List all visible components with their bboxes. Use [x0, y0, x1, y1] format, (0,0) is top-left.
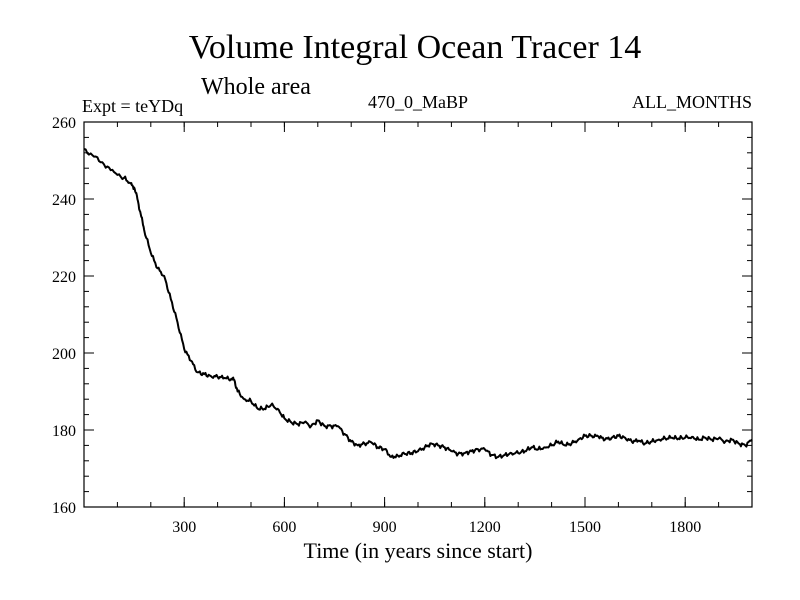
x-axis-title: Time (in years since start)	[304, 538, 533, 563]
axis-ticks	[84, 121, 752, 508]
x-tick-label: 600	[272, 519, 296, 536]
x-tick-label: 1500	[569, 519, 601, 536]
plot-frame	[83, 121, 753, 508]
x-tick-label: 1800	[669, 519, 701, 536]
chart-title: Volume Integral Ocean Tracer 14	[189, 29, 642, 66]
y-tick-label: 160	[52, 500, 76, 517]
y-tick-label: 180	[52, 423, 76, 440]
y-tick-label: 200	[52, 346, 76, 363]
tick-labels: 300 600 900 1200 1500 1800 160 180 200 220 240 260	[52, 115, 701, 536]
x-tick-label: 1200	[469, 519, 501, 536]
x-tick-label: 300	[172, 519, 196, 536]
y-tick-label: 220	[52, 269, 76, 286]
y-tick-label: 260	[52, 115, 76, 132]
months-label: ALL_MONTHS	[632, 92, 752, 112]
chart-subtitle: Whole area	[201, 74, 311, 100]
y-tick-label: 240	[52, 192, 76, 209]
period-label: 470_0_MaBP	[368, 92, 468, 112]
series-layer	[83, 147, 753, 460]
experiment-label: Expt = teYDq	[82, 96, 183, 116]
x-tick-label: 900	[373, 519, 397, 536]
series-line-teYDq	[83, 147, 753, 460]
